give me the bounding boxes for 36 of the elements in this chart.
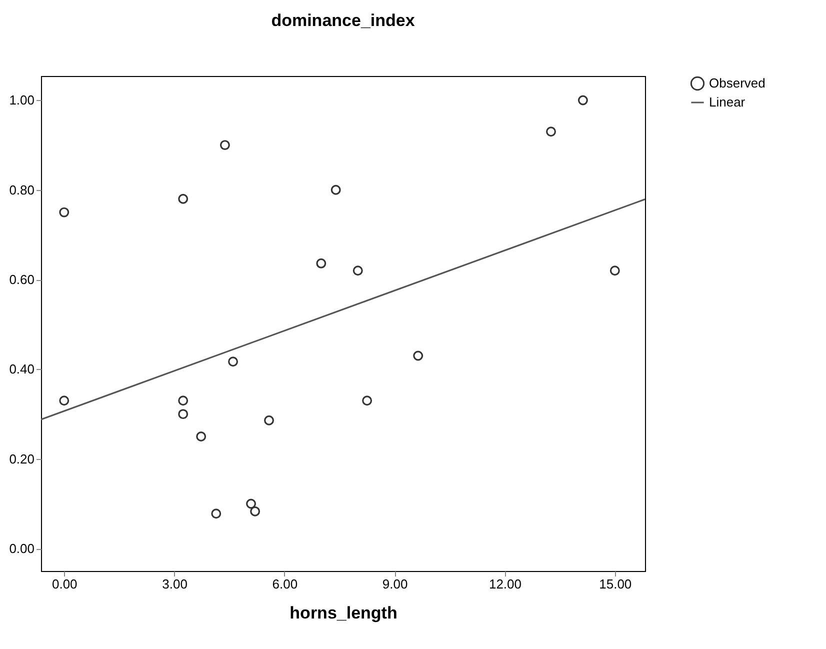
point — [59, 396, 70, 406]
y-tick-label: 0.00 — [9, 541, 34, 556]
point — [610, 266, 620, 276]
legend-label: Linear — [709, 94, 746, 110]
point — [413, 350, 424, 361]
y-tick-label: 1.00 — [9, 92, 34, 108]
x-axis-title: horns_length — [290, 604, 398, 622]
x-tick-label: 15.00 — [599, 576, 632, 592]
point — [362, 396, 372, 406]
x-tick-label: 0.00 — [52, 576, 78, 592]
point — [196, 432, 206, 442]
point — [578, 95, 588, 106]
y-tick-label: 0.80 — [9, 182, 34, 198]
legend-label: Observed — [709, 76, 766, 90]
point — [211, 508, 222, 519]
point — [352, 266, 363, 276]
point — [220, 140, 230, 150]
point — [178, 396, 188, 406]
x-tick-label: 12.00 — [488, 576, 522, 592]
x-tick-label: 6.00 — [272, 576, 298, 592]
point — [228, 356, 238, 367]
y-tick-label: 0.40 — [9, 362, 34, 377]
point — [264, 415, 274, 426]
point — [246, 498, 256, 509]
point — [250, 506, 260, 516]
point — [178, 194, 188, 204]
chart-title: dominance_index — [271, 11, 416, 30]
y-tick-label: 0.20 — [9, 451, 34, 466]
point — [178, 409, 188, 420]
point — [59, 207, 70, 218]
point — [546, 126, 556, 137]
y-tick-label: 0.60 — [9, 272, 34, 288]
x-tick-label: 3.00 — [162, 576, 188, 592]
point — [316, 258, 326, 268]
x-tick-label: 9.00 — [382, 576, 408, 592]
point — [330, 184, 341, 195]
